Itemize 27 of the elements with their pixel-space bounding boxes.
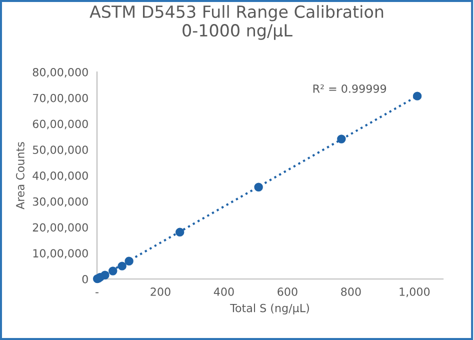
y-tick-label: 10,00,000 xyxy=(33,249,88,259)
x-tick-label: - xyxy=(96,292,98,294)
x-axis-title: Total S (ng/µL) xyxy=(230,304,309,314)
y-tick-label: 60,00,000 xyxy=(32,120,88,130)
point xyxy=(124,256,134,266)
point xyxy=(118,262,126,270)
y-tick-label: 50,00,000 xyxy=(32,146,88,156)
y-axis-title: Area Counts xyxy=(16,142,24,210)
annotation: R² = 0.99999 xyxy=(313,84,386,93)
point xyxy=(175,228,184,237)
point xyxy=(412,92,422,100)
point xyxy=(108,266,118,276)
x-tick-label: 400 xyxy=(214,288,234,296)
point xyxy=(100,270,110,280)
x-tick-label: 1,000 xyxy=(400,288,430,298)
y-tick-label: 0 xyxy=(82,274,88,284)
point xyxy=(254,182,263,192)
x-tick-label: 200 xyxy=(150,288,170,296)
x-tick-label: 800 xyxy=(341,288,361,296)
y-tick-label: 20,00,000 xyxy=(32,223,88,233)
x-tick-label: 600 xyxy=(278,288,298,296)
y-tick-label: 30,00,000 xyxy=(32,197,88,207)
y-tick-label: 70,00,000 xyxy=(33,94,88,104)
chart-title: ASTM D5453 Full Range Calibration 0-1000 ng/µL xyxy=(90,5,384,40)
y-tick-label: 80,00,000 xyxy=(32,68,88,78)
y-tick-label: 40,00,000 xyxy=(32,171,88,182)
point xyxy=(337,134,346,144)
